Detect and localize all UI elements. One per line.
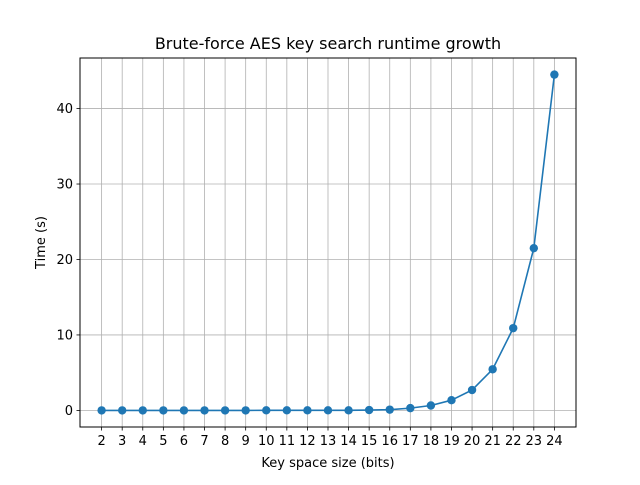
data-point bbox=[406, 403, 415, 413]
x-tick-label: 16 bbox=[381, 434, 398, 449]
x-tick-label: 13 bbox=[320, 434, 337, 449]
x-tick-label: 5 bbox=[159, 434, 167, 449]
data-point bbox=[426, 401, 436, 410]
x-tick-label: 8 bbox=[221, 434, 229, 449]
y-tick-label: 20 bbox=[56, 253, 73, 268]
x-tick-label: 9 bbox=[242, 434, 250, 449]
x-tick-label: 6 bbox=[180, 434, 188, 449]
x-tick-label: 12 bbox=[299, 434, 316, 449]
x-tick-label: 20 bbox=[464, 434, 481, 449]
y-tick-label: 30 bbox=[56, 178, 73, 193]
x-tick-label: 2 bbox=[97, 434, 105, 449]
x-tick-label: 7 bbox=[200, 434, 208, 449]
data-point bbox=[550, 70, 559, 79]
data-point bbox=[262, 406, 271, 415]
chart-title: Brute-force AES key search runtime growt… bbox=[155, 34, 501, 53]
y-tick-label: 0 bbox=[65, 404, 73, 419]
x-axis-ticks: 2 3 4 5 6 7 8 9 10 11 12 13 14 15 16 17 18 19 20 21 22 23 24 bbox=[97, 427, 563, 449]
x-tick-label: 18 bbox=[423, 434, 440, 449]
data-point bbox=[179, 406, 189, 415]
data-point bbox=[447, 396, 456, 405]
data-point bbox=[529, 243, 539, 253]
x-tick-label: 22 bbox=[505, 434, 522, 449]
x-tick-label: 15 bbox=[361, 434, 378, 449]
data-point bbox=[467, 385, 477, 395]
data-point bbox=[509, 323, 518, 333]
data-point bbox=[159, 406, 168, 415]
x-tick-label: 11 bbox=[279, 434, 296, 449]
y-tick-label: 10 bbox=[56, 328, 73, 343]
x-tick-label: 14 bbox=[340, 434, 357, 449]
x-tick-label: 21 bbox=[484, 434, 501, 449]
data-point bbox=[303, 406, 312, 415]
grid bbox=[80, 58, 576, 427]
data-point bbox=[138, 406, 147, 415]
y-axis-label: Time (s) bbox=[34, 216, 49, 270]
data-point bbox=[200, 406, 209, 415]
x-tick-label: 19 bbox=[443, 434, 460, 449]
data-point bbox=[220, 406, 230, 415]
x-tick-label: 23 bbox=[526, 434, 543, 449]
y-tick-label: 40 bbox=[56, 102, 73, 117]
data-point bbox=[364, 405, 374, 415]
data-point bbox=[117, 406, 127, 415]
data-point bbox=[344, 406, 353, 415]
x-axis-label: Key space size (bits) bbox=[261, 456, 394, 471]
x-tick-label: 24 bbox=[546, 434, 563, 449]
x-tick-label: 3 bbox=[118, 434, 126, 449]
x-tick-label: 4 bbox=[139, 434, 147, 449]
x-tick-label: 10 bbox=[258, 434, 275, 449]
y-axis-ticks: 0 10 20 30 40 bbox=[56, 102, 80, 419]
data-point bbox=[323, 406, 333, 415]
data-point bbox=[241, 406, 250, 415]
series-layer bbox=[97, 70, 559, 415]
data-point bbox=[282, 406, 292, 415]
data-point bbox=[385, 405, 394, 414]
data-point bbox=[488, 365, 497, 374]
x-tick-label: 17 bbox=[402, 434, 419, 449]
data-point bbox=[97, 406, 106, 415]
